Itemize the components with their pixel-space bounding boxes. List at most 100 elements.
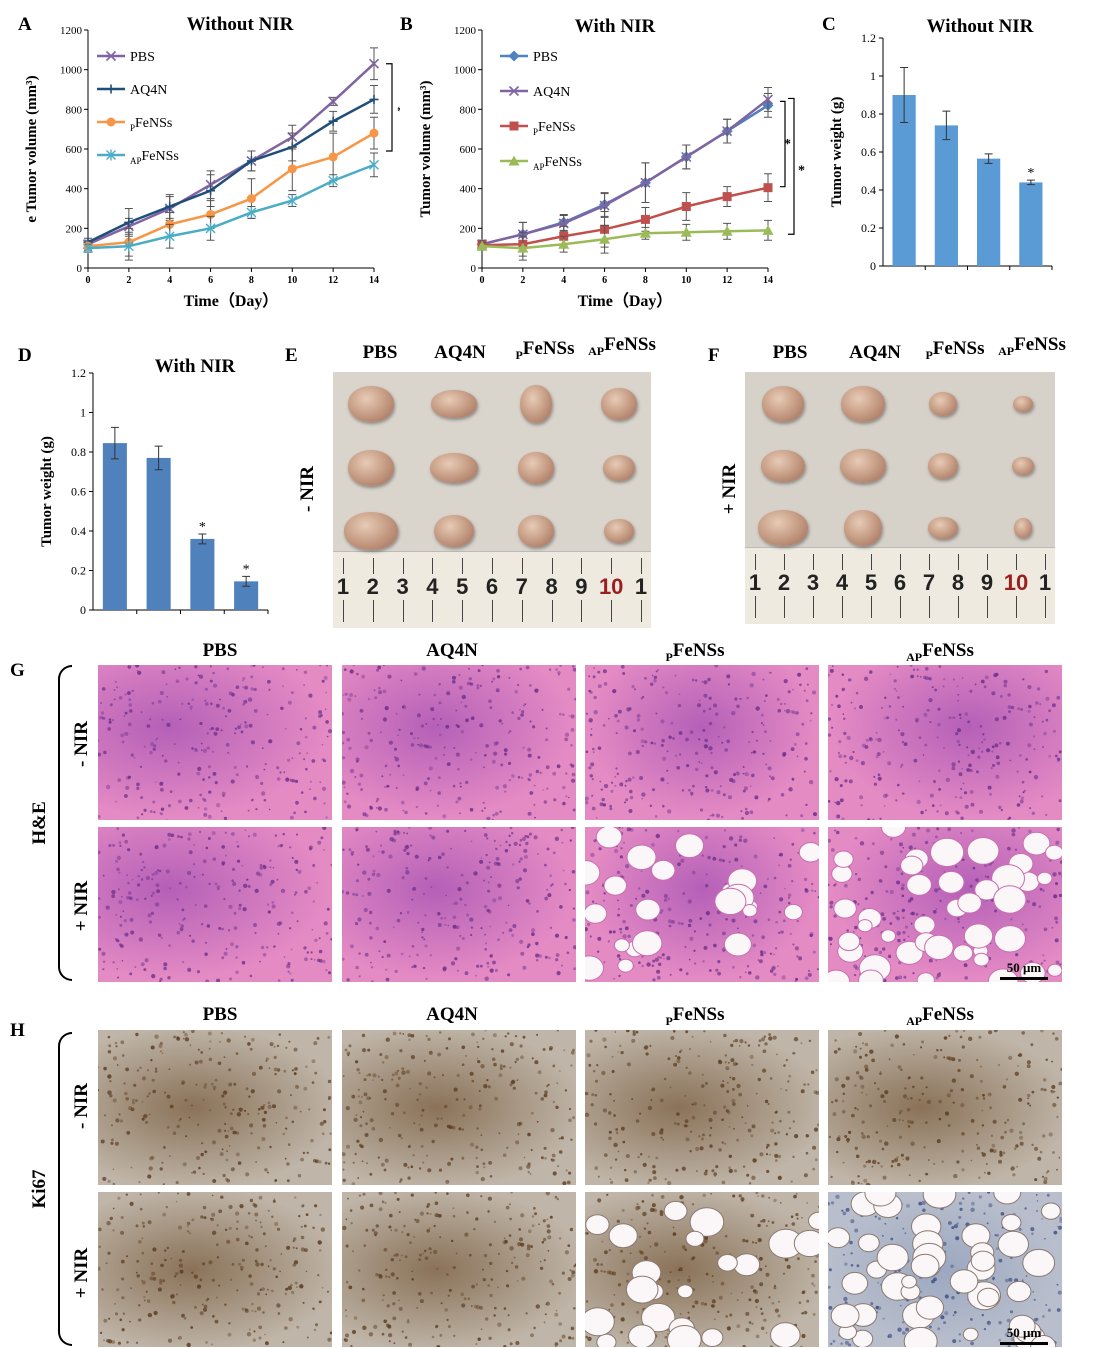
series-PFeNSs — [477, 173, 773, 257]
x-tick-label: 8 — [643, 275, 648, 286]
legend-marker — [508, 50, 520, 62]
y-tick-label: 1000 — [60, 65, 83, 77]
tumor-specimen — [520, 385, 553, 423]
data-point — [124, 217, 134, 227]
f-group-pbs: PBS — [772, 342, 808, 363]
series-line — [87, 132, 375, 248]
e-condition-label: - NIR — [297, 466, 318, 512]
y-tick-label: 400 — [460, 184, 477, 196]
y-tick-label: 0.2 — [861, 221, 876, 235]
chart-d: 0 0.2 0.4 0.6 0.8 1 1.2 * * Tumor weight (g) — [39, 366, 269, 617]
panel-label-g: G — [10, 660, 25, 681]
cell-texture — [342, 1192, 576, 1347]
tumor-specimen — [1014, 517, 1032, 538]
ki-tile-plus-nir-0 — [98, 1192, 332, 1347]
y-tick-label: 1.2 — [71, 366, 86, 380]
data-point — [599, 200, 610, 211]
bar-APFeNSs — [1019, 182, 1043, 266]
x-tick-label: 10 — [287, 275, 297, 286]
scale-bar-label: 50 μm — [1006, 1325, 1042, 1340]
cell-texture — [585, 1030, 819, 1185]
y-tick-label: 0.8 — [71, 445, 86, 459]
panel-label-b: B — [400, 14, 413, 35]
tumor-specimen — [1013, 396, 1033, 412]
x-axis-label: Time（Day） — [184, 292, 279, 310]
tumor-specimen — [758, 509, 808, 546]
data-point — [680, 226, 692, 237]
ruler-number: 1 — [1031, 570, 1055, 596]
cell-texture — [828, 665, 1062, 820]
bar-AQ4N — [934, 125, 958, 267]
ki-tile-minus-nir-3 — [828, 1030, 1062, 1185]
ruler-number: 2 — [770, 570, 798, 596]
y-tick-label: 600 — [460, 144, 477, 156]
ki-tile-minus-nir-0 — [98, 1030, 332, 1185]
significance-mark: * — [243, 562, 250, 577]
x-tick-label: 14 — [763, 275, 773, 286]
he-tile-plus-nir-0 — [98, 827, 332, 982]
y-axis-label: Tumor weight (g) — [829, 97, 845, 208]
data-point — [640, 177, 651, 188]
data-point — [287, 164, 297, 174]
x-tick-label: 6 — [208, 275, 213, 286]
legend-marker — [508, 155, 520, 166]
ruler-number: 10 — [1002, 570, 1030, 596]
data-point — [246, 206, 257, 218]
ruler-number: 8 — [537, 574, 566, 600]
significance-mark: * — [798, 163, 805, 178]
error-bar — [1026, 179, 1035, 186]
ki-tile-plus-nir-3 — [828, 1192, 1062, 1347]
x-tick-label: 0 — [480, 275, 485, 286]
g-group-aq4n: AQ4N — [426, 640, 478, 661]
g-row-label-minus: - NIR — [71, 721, 92, 767]
ki-tile-minus-nir-2 — [585, 1030, 819, 1185]
legend-entry: PFeNSs — [533, 120, 575, 137]
x-tick-label: 6 — [602, 275, 607, 286]
cell-texture — [98, 827, 332, 982]
g-stain-label: H&E — [29, 801, 50, 845]
e-group-pbs: PBS — [362, 342, 398, 363]
he-tile-plus-nir-1 — [342, 827, 576, 982]
he-tile-minus-nir-1 — [342, 665, 576, 820]
legend-entry: APFeNSs — [130, 149, 179, 166]
ruler-number: 7 — [507, 574, 536, 600]
y-tick-label: 1 — [80, 406, 86, 420]
data-point — [164, 230, 175, 242]
y-axis-label: Tumor volume (mm³) — [418, 81, 434, 218]
h-group-apfenss: APFeNSs — [906, 1004, 974, 1028]
ruler-number: 3 — [388, 574, 417, 600]
chart-a: 0 200 400 600 800 1000 1200 0 2 4 6 8 10 12 14 Time（Day… — [24, 25, 400, 310]
tumor-photo-with-nir: 1 2 3 4 5 6 7 8 9 10 1 — [745, 372, 1055, 624]
data-point — [206, 186, 216, 196]
tumor-specimen — [430, 390, 477, 418]
error-bar — [242, 575, 251, 587]
chart-b-title: With NIR — [574, 16, 656, 37]
g-row-label-plus: + NIR — [71, 880, 92, 932]
legend-marker — [106, 149, 116, 161]
panel-label-a: A — [18, 14, 32, 35]
bar-PFeNSs — [977, 158, 1001, 266]
y-tick-label: 0.6 — [71, 485, 86, 499]
ki-tile-plus-nir-1 — [342, 1192, 576, 1347]
legend-entry: PBS — [130, 50, 155, 65]
scale-bar: 50 μm — [1000, 1325, 1048, 1345]
legend-entry: PFeNSs — [130, 116, 172, 133]
g-group-apfenss: APFeNSs — [906, 640, 974, 664]
data-point — [721, 225, 733, 236]
legend-marker — [508, 85, 520, 97]
bar-PBS — [102, 443, 127, 610]
he-tile-plus-nir-2 — [585, 827, 819, 982]
series-line — [481, 186, 769, 247]
x-tick-label: 10 — [681, 275, 691, 286]
x-tick-label: 12 — [328, 275, 338, 286]
ruler-number: 6 — [886, 570, 914, 596]
ruler-number: 1 — [333, 574, 357, 600]
y-tick-label: 0.4 — [861, 183, 876, 197]
data-point — [369, 159, 379, 171]
data-point — [681, 202, 691, 212]
y-tick-label: 800 — [66, 104, 83, 116]
h-group-pfenss: PFeNSs — [665, 1004, 725, 1028]
ruler-number: 5 — [448, 574, 477, 600]
cell-texture — [98, 665, 332, 820]
chart-d-title: With NIR — [154, 356, 236, 377]
